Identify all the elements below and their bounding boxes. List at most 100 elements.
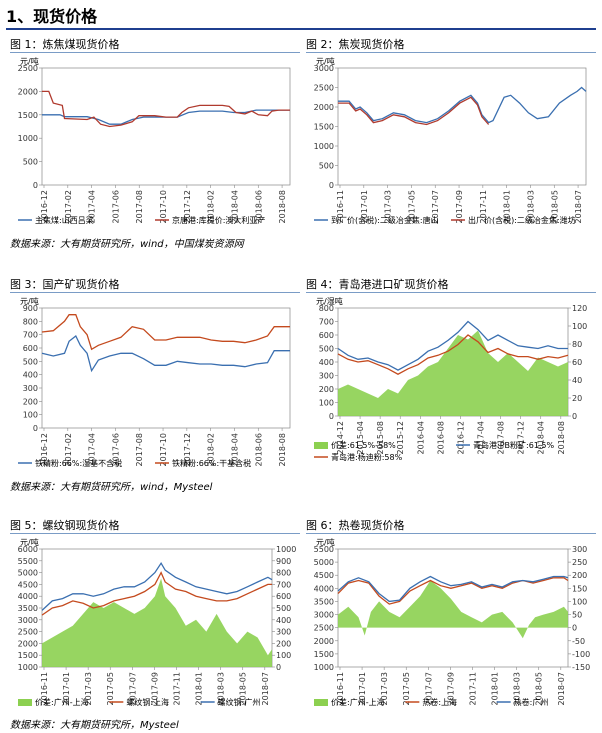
y2-tick-label: 0 [276,663,281,672]
y2-tick-label: 100 [276,651,291,660]
title-underline [10,52,300,53]
series-line-2 [338,96,490,126]
x-tick-label: 2017-12 [183,433,192,466]
x-tick-label: 2017-07 [424,672,433,705]
chart-svg: 元/吨1000150020002500300035004000450050005… [18,537,297,707]
title-underline [10,292,300,293]
y-tick-label: 1500 [314,650,334,659]
x-tick-label: 2017-06 [111,433,120,466]
x-tick-label: 2017-03 [380,672,389,705]
x-tick-label: 2017-02 [64,433,73,466]
plot-frame [337,548,569,668]
x-tick-label: 2018-02 [207,190,216,223]
y2-tick-label: 0 [572,412,577,421]
x-tick-label: 2016-11 [336,190,345,223]
x-tick-label: 2016-11 [40,672,49,705]
x-tick-label: 2017-08 [135,433,144,466]
chart-panel-coking-coal: 图 1：炼焦煤现货价格 元/吨 0 500 1000 1500 2000 2500 2016-… [10,36,300,231]
y-tick-label: 4000 [314,584,334,593]
y-tick-label: 3000 [18,616,38,625]
y-tick-label: 2000 [314,637,334,646]
chart-panel-qingdao-ore: 图 4：青岛港进口矿现货价格 元/湿吨 0 100 200 300 400 500 600 70… [306,276,596,474]
y-tick-label: 800 [319,304,334,313]
axis-unit-label: 元/湿吨 [316,296,343,306]
x-tick-label: 2017-09 [150,672,159,705]
legend-label: 热卷:广州 [514,697,549,707]
chart-svg: 元/湿吨 0 100 200 300 400 500 600 700 800 0 20 40 60 80 10… [314,296,587,462]
x-tick-label: 2018-06 [254,433,263,466]
plot-frame [337,67,587,186]
source-note: 数据来源：大有期货研究所，Mysteel [10,720,179,731]
x-tick-label: 2017-04 [477,421,486,454]
y-tick-label: 3000 [314,64,334,73]
y-tick-label: 100 [319,399,334,408]
y-tick-label: 3500 [18,604,38,613]
x-tick-label: 2018-08 [278,190,287,223]
legend-label: 主焦煤:山西吕梁 [35,215,94,225]
x-tick-label: 2017-05 [106,672,115,705]
plot-frame [41,307,291,429]
section-divider [6,28,596,30]
series-line-3 [337,334,569,375]
source-note: 数据来源：大有期货研究所，wind，中国煤炭资源网 [10,239,244,250]
x-tick-label: 2016-12 [456,421,465,454]
y2-tick-label: 100 [572,597,587,606]
section-title: 1、现货价格 [6,7,98,26]
x-tick-label: 2016-11 [336,672,345,705]
x-tick-label: 2017-03 [84,672,93,705]
y-tick-label: 2500 [314,624,334,633]
x-tick-label: 2017-12 [183,190,192,223]
y2-tick-label: 200 [572,571,587,580]
x-tick-label: 2018-03 [526,190,535,223]
y-tick-label: 6000 [18,545,38,554]
x-tick-label: 2015-04 [356,421,365,454]
y-tick-label: 1500 [18,111,38,120]
series-area-spread [42,578,272,667]
title-underline [306,52,596,53]
legend-label: 螺纹钢:上海 [126,697,169,707]
x-tick-label: 2017-06 [111,190,120,223]
y-tick-label: 500 [23,158,38,167]
title-underline [306,292,596,293]
y-tick-label: 600 [319,331,334,340]
legend-label: 价差:广州-上海 [35,697,89,707]
legend-label: 热卷:上海 [422,697,457,707]
legend-label: 青岛港:PB粉矿:61.5% [473,440,555,450]
y-tick-label: 2500 [18,64,38,73]
y-tick-label: 300 [319,372,334,381]
y2-tick-label: 300 [276,628,291,637]
y2-tick-label: 100 [572,322,587,331]
x-tick-label: 2017-01 [358,672,367,705]
x-tick-label: 2017-05 [407,190,416,223]
x-tick-label: 2017-11 [479,190,488,223]
axis-unit-label: 元/吨 [20,537,39,547]
y-tick-label: 1000 [18,663,38,672]
y2-tick-label: 250 [572,558,587,567]
y-tick-label: 400 [319,358,334,367]
legend-swatch [18,699,32,706]
chart-title: 图 6：热卷现货价格 [306,519,405,532]
x-tick-label: 2017-01 [62,672,71,705]
y2-tick-label: 0 [572,624,577,633]
title-underline [10,533,300,534]
y2-tick-label: 50 [572,611,582,620]
series-area-spread [338,330,568,416]
y2-tick-label: 200 [276,639,291,648]
x-tick-label: 2018-08 [278,433,287,466]
y2-tick-label: 120 [572,304,587,313]
y-tick-label: 5500 [314,545,334,554]
y-tick-label: 1500 [18,651,38,660]
y2-tick-label: 800 [276,569,291,578]
y2-tick-label: 600 [276,592,291,601]
y-tick-label: 3000 [314,611,334,620]
source-note: 数据来源：大有期货研究所，wind，Mysteel [10,482,213,493]
y2-tick-label: 500 [276,604,291,613]
y2-tick-label: -150 [572,663,590,672]
y-tick-label: 0 [33,181,38,190]
x-tick-label: 2017-11 [172,672,181,705]
y2-tick-label: -100 [572,650,590,659]
y-tick-label: 800 [23,317,38,326]
x-tick-label: 2018-05 [535,672,544,705]
x-tick-label: 2016-12 [40,190,49,223]
x-tick-label: 2014-12 [336,421,345,454]
